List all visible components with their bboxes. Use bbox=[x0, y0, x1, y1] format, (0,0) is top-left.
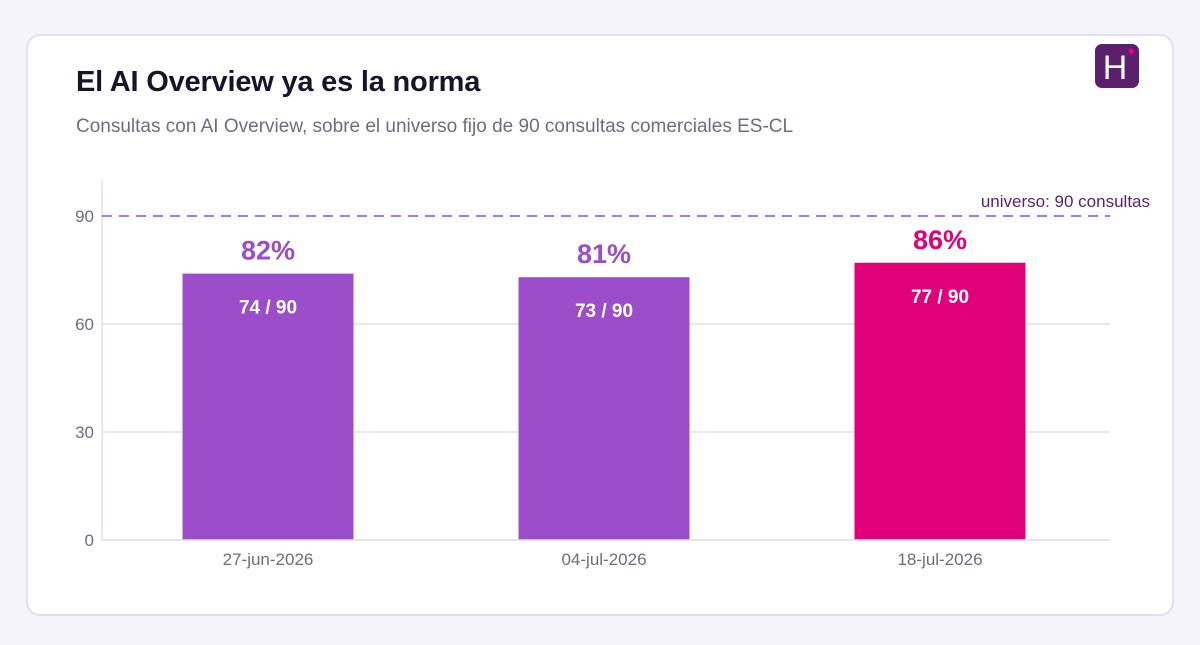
y-tick-label: 90 bbox=[75, 207, 94, 226]
y-tick-label: 30 bbox=[75, 423, 94, 442]
bar-percent-label: 81% bbox=[577, 239, 631, 269]
bar bbox=[854, 262, 1026, 540]
bar-percent-label: 86% bbox=[913, 225, 967, 255]
y-tick-label: 0 bbox=[85, 531, 94, 550]
bar-count-label: 77 / 90 bbox=[911, 287, 969, 308]
brand-h-logo-icon: H bbox=[1095, 44, 1139, 88]
logo-letter: H bbox=[1103, 49, 1128, 87]
x-category-label: 18-jul-2026 bbox=[897, 550, 982, 569]
bar-count-label: 73 / 90 bbox=[575, 301, 633, 322]
x-category-label: 27-jun-2026 bbox=[223, 550, 314, 569]
bar-percent-label: 82% bbox=[241, 236, 295, 266]
x-category-label: 04-jul-2026 bbox=[561, 550, 646, 569]
bar bbox=[518, 277, 690, 540]
chart-subtitle: Consultas con AI Overview, sobre el univ… bbox=[76, 116, 794, 137]
logo-dot bbox=[1128, 48, 1135, 55]
chart-title: El AI Overview ya es la norma bbox=[76, 66, 481, 98]
reference-line-label: universo: 90 consultas bbox=[981, 192, 1150, 211]
bar-count-label: 74 / 90 bbox=[239, 298, 297, 319]
y-tick-label: 60 bbox=[75, 315, 94, 334]
bar bbox=[182, 273, 354, 540]
